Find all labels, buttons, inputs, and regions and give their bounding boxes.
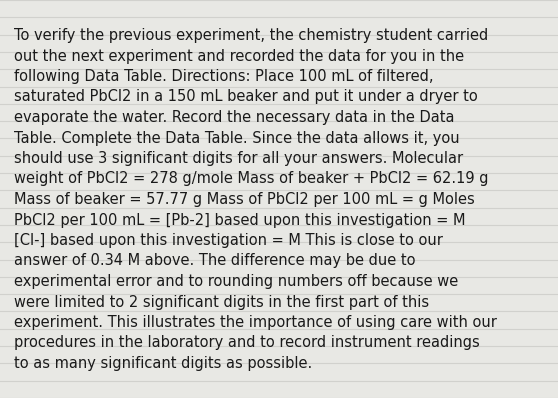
Text: were limited to 2 significant digits in the first part of this: were limited to 2 significant digits in … (14, 295, 429, 310)
Text: PbCl2 per 100 mL = [Pb-2] based upon this investigation = M: PbCl2 per 100 mL = [Pb-2] based upon thi… (14, 213, 465, 228)
Text: Mass of beaker = 57.77 g Mass of PbCl2 per 100 mL = g Moles: Mass of beaker = 57.77 g Mass of PbCl2 p… (14, 192, 475, 207)
Text: procedures in the laboratory and to record instrument readings: procedures in the laboratory and to reco… (14, 336, 480, 351)
Text: [Cl-] based upon this investigation = M This is close to our: [Cl-] based upon this investigation = M … (14, 233, 443, 248)
Text: should use 3 significant digits for all your answers. Molecular: should use 3 significant digits for all … (14, 151, 463, 166)
Text: Table. Complete the Data Table. Since the data allows it, you: Table. Complete the Data Table. Since th… (14, 131, 460, 146)
Text: out the next experiment and recorded the data for you in the: out the next experiment and recorded the… (14, 49, 464, 64)
Text: To verify the previous experiment, the chemistry student carried: To verify the previous experiment, the c… (14, 28, 488, 43)
Text: saturated PbCl2 in a 150 mL beaker and put it under a dryer to: saturated PbCl2 in a 150 mL beaker and p… (14, 90, 478, 105)
Text: to as many significant digits as possible.: to as many significant digits as possibl… (14, 356, 312, 371)
Text: evaporate the water. Record the necessary data in the Data: evaporate the water. Record the necessar… (14, 110, 455, 125)
Text: experimental error and to rounding numbers off because we: experimental error and to rounding numbe… (14, 274, 458, 289)
Text: answer of 0.34 M above. The difference may be due to: answer of 0.34 M above. The difference m… (14, 254, 416, 269)
Text: following Data Table. Directions: Place 100 mL of filtered,: following Data Table. Directions: Place … (14, 69, 434, 84)
Text: experiment. This illustrates the importance of using care with our: experiment. This illustrates the importa… (14, 315, 497, 330)
Text: weight of PbCl2 = 278 g/mole Mass of beaker + PbCl2 = 62.19 g: weight of PbCl2 = 278 g/mole Mass of bea… (14, 172, 488, 187)
